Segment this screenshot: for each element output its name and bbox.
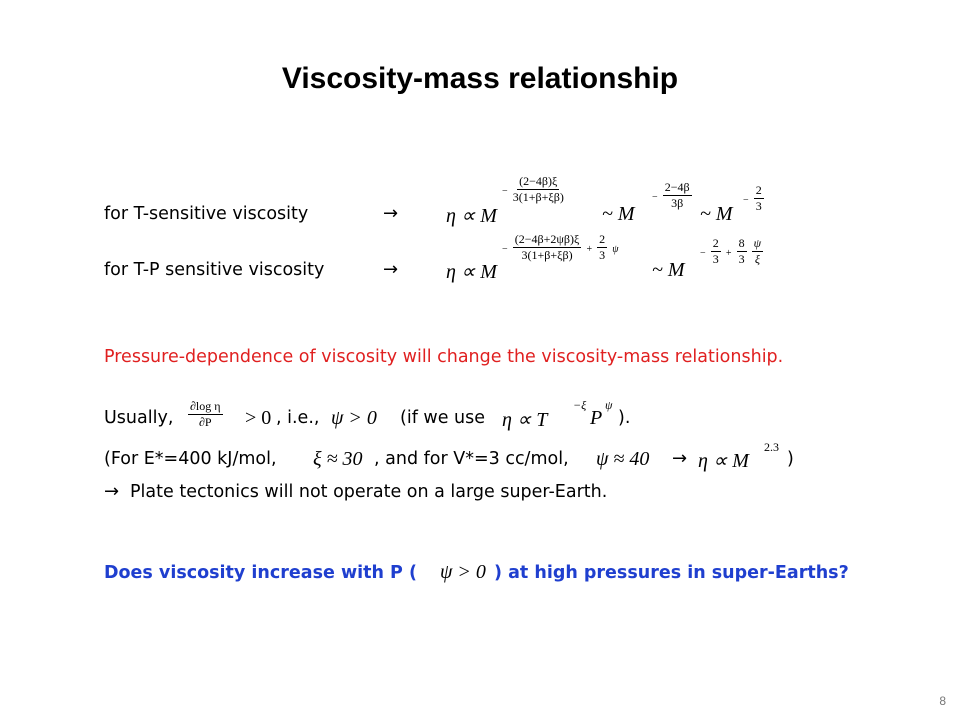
numerator: 8: [736, 236, 747, 252]
p-var: P: [590, 407, 603, 429]
denominator: ξ: [754, 252, 760, 266]
exp-2-3: 2.3: [764, 440, 779, 454]
xi-approx: ξ ≈ 30: [313, 448, 363, 470]
plate-text: Plate tectonics will not operate on a la…: [130, 482, 608, 502]
denominator: 3: [599, 248, 606, 262]
row1-label: for T-sensitive viscosity: [104, 204, 309, 224]
exp-minus-xi: −ξ: [573, 398, 587, 412]
denominator: 3β: [671, 196, 684, 210]
psi-approx: ψ ≈ 40: [596, 448, 650, 470]
denominator: 3: [738, 252, 745, 266]
row1-mid2: ~ M: [700, 203, 733, 225]
page-number: 8: [939, 694, 946, 708]
row1-exp1: − (2−4β)ξ 3(1+β+ξβ): [502, 174, 564, 205]
arrow-icon: →: [383, 203, 399, 224]
denominator: 3(1+β+ξβ): [521, 248, 573, 262]
sign: −: [502, 244, 508, 255]
plus-sign: +: [725, 248, 732, 259]
usually-fraction: ∂log η ∂P: [188, 399, 223, 430]
sign: −: [743, 195, 749, 206]
numerator: (2−4β+2ψβ)ξ: [512, 232, 582, 248]
row1-exp2: − 2−4β 3β: [652, 180, 692, 211]
psi-var: ψ: [612, 244, 619, 255]
denominator: 3(1+β+ξβ): [512, 190, 564, 204]
row1-eq-lhs: η ∝ M: [446, 205, 497, 227]
denominator: ∂P: [198, 415, 212, 429]
denominator: 3: [755, 199, 762, 213]
fore-close: ): [787, 449, 794, 469]
numerator: 2: [710, 236, 721, 252]
if-we-use: (if we use: [400, 408, 486, 428]
row2-mid1: ~ M: [652, 259, 685, 281]
slide-title: Viscosity-mass relationship: [281, 62, 679, 95]
numerator: (2−4β)ξ: [517, 174, 560, 190]
numerator: 2: [753, 183, 764, 199]
question-b: ) at high pressures in super-Earths?: [494, 563, 849, 583]
plus-sign: +: [586, 244, 593, 255]
psi-gt-zero-q: ψ > 0: [440, 561, 486, 583]
fore-text-b: , and for V*=3 cc/mol,: [374, 449, 569, 469]
usually-lead: Usually,: [104, 408, 174, 428]
numerator: ψ: [751, 236, 764, 252]
ie-text: , i.e.,: [276, 408, 320, 428]
sign: −: [652, 192, 658, 203]
eta-prop-t: η ∝ T: [502, 409, 548, 431]
row2-eq-lhs: η ∝ M: [446, 261, 497, 283]
fraction: ∂log η ∂P: [188, 399, 223, 430]
numerator: 2−4β: [662, 180, 692, 196]
sign: −: [700, 248, 706, 259]
fore-text-a: (For E*=400 kJ/mol,: [104, 449, 277, 469]
red-sentence: Pressure-dependence of viscosity will ch…: [104, 347, 784, 367]
fraction: (2−4β+2ψβ)ξ 3(1+β+ξβ): [512, 232, 582, 263]
denominator: 3: [712, 252, 719, 266]
arrow-icon: →: [104, 481, 120, 502]
fraction: (2−4β)ξ 3(1+β+ξβ): [513, 174, 564, 205]
numerator: 2: [597, 232, 608, 248]
paren-close: ).: [618, 408, 631, 428]
exp-psi: ψ: [605, 398, 613, 412]
numerator: ∂log η: [188, 399, 223, 415]
psi-gt-zero: ψ > 0: [331, 407, 377, 429]
row2-label: for T-P sensitive viscosity: [104, 260, 325, 280]
fraction: 2−4β 3β: [662, 180, 692, 211]
gt-zero: > 0: [245, 407, 272, 429]
question-a: Does viscosity increase with P (: [104, 563, 417, 583]
arrow-icon: →: [672, 448, 688, 469]
eta-prop-m: η ∝ M: [698, 450, 749, 472]
row1-mid1: ~ M: [602, 203, 635, 225]
arrow-icon: →: [383, 259, 399, 280]
sign: −: [502, 186, 508, 197]
